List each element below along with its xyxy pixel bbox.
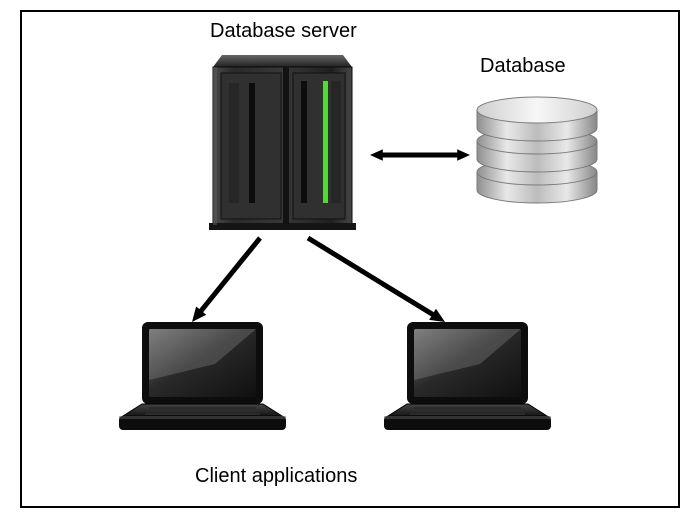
- arrows-layer: [0, 0, 700, 518]
- diagram-frame: Database server Database Client applicat…: [0, 0, 700, 518]
